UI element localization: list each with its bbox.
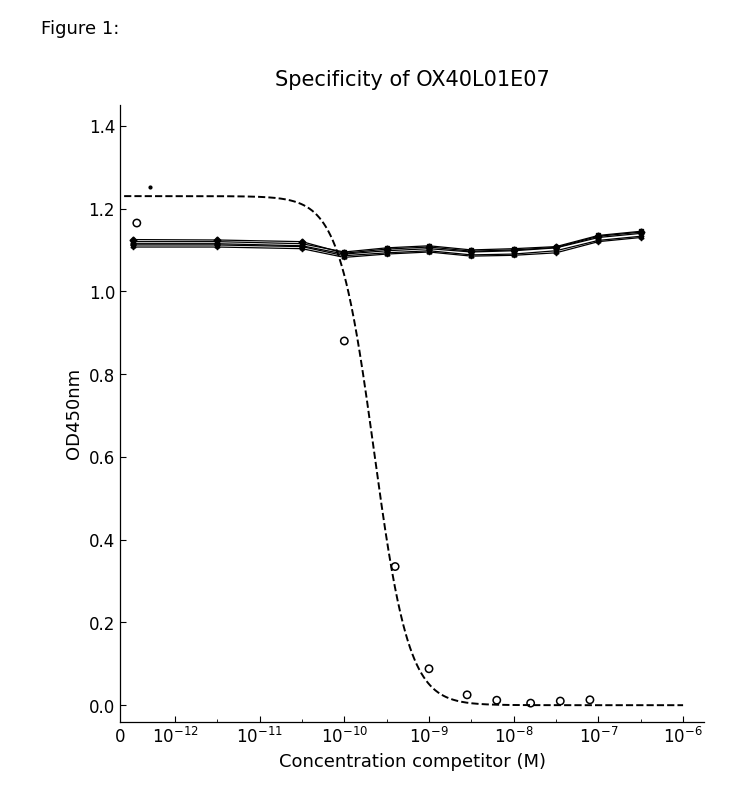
Point [423,663,435,676]
Point [583,693,595,706]
Y-axis label: OD450nm: OD450nm [65,368,83,459]
Point [339,335,351,348]
Point [131,217,143,230]
Point [461,689,473,702]
Point [554,694,566,707]
Text: Figure 1:: Figure 1: [41,20,120,38]
Point [491,693,503,706]
Point [524,697,536,710]
Point [389,560,401,573]
X-axis label: Concentration competitor (M): Concentration competitor (M) [279,753,545,770]
Text: 0: 0 [115,728,125,746]
Title: Specificity of OX40L01E07: Specificity of OX40L01E07 [275,70,549,90]
